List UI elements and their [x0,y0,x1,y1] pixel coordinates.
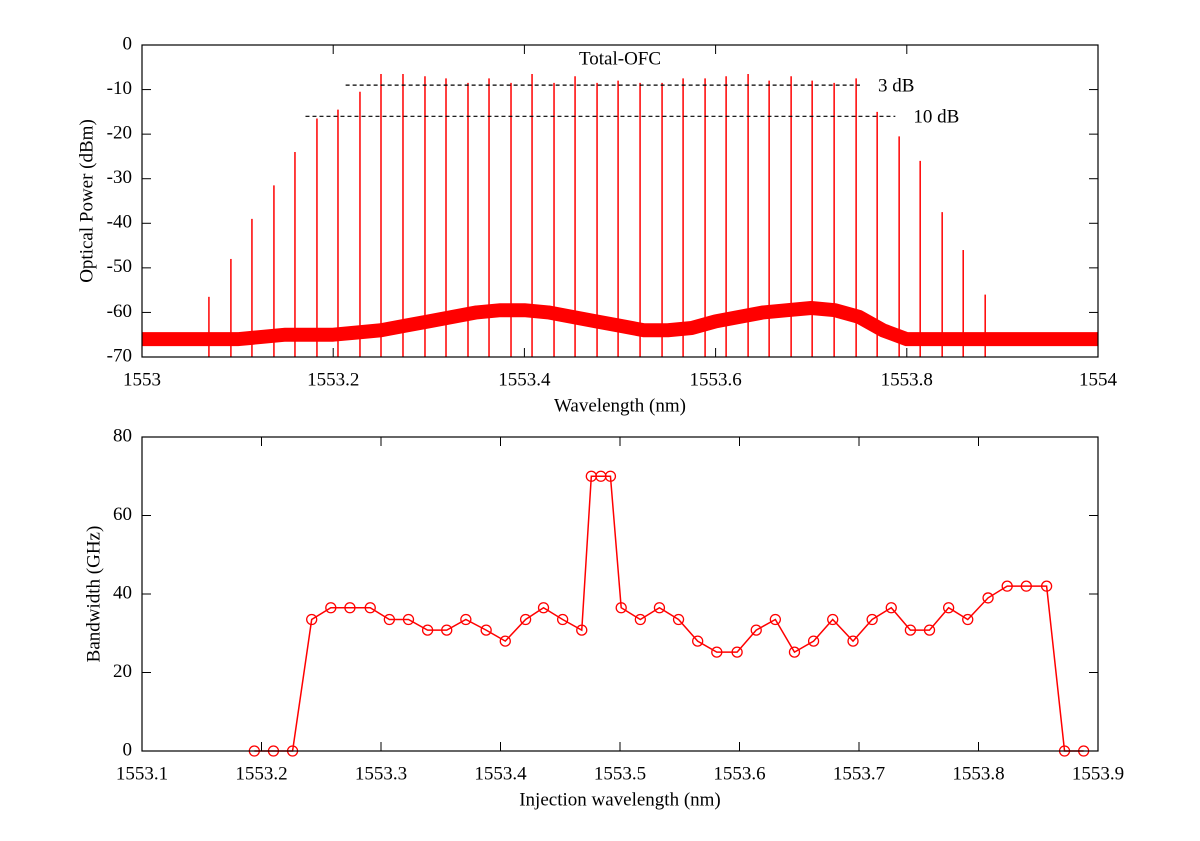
x-tick-label: 1553.2 [235,763,287,784]
data-point [769,613,781,626]
y-tick-label: 20 [113,661,132,682]
y-tick-label: 40 [113,582,132,603]
data-point [556,613,569,626]
data-point [962,613,974,626]
x-tick-label: 1553.2 [307,369,359,390]
y-tick-label: -70 [107,345,132,366]
x-tick-label: 1553.3 [355,763,407,784]
x-tick-label: 1553.7 [833,763,885,784]
data-point [923,624,936,636]
level-label: 10 dB [913,107,959,128]
y-tick-label: -20 [107,123,132,144]
y-tick-label: 60 [113,504,132,525]
data-point [1020,580,1032,592]
data-point [499,635,511,647]
plot-area [142,73,1098,357]
x-tick-label: 1553.5 [594,763,646,784]
data-point [634,613,646,626]
data-point [692,635,704,647]
data-point [364,602,376,614]
data-point [344,602,356,614]
data-point [827,613,839,626]
data-point [982,592,994,604]
data-point [1040,580,1053,592]
x-tick-label: 1553.4 [474,763,527,784]
y-tick-label: 0 [123,739,133,760]
x-tick-label: 1553.8 [881,369,933,390]
x-tick-label: 1553.6 [689,369,741,390]
y-axis-label: Bandwidth (GHz) [83,526,104,663]
data-point [604,470,617,482]
data-point [866,613,878,626]
y-tick-label: -30 [107,167,132,188]
data-point [325,602,337,614]
y-tick-label: -60 [107,301,132,322]
data-point [421,624,434,636]
noise-floor [142,300,1098,347]
data-point [480,624,492,636]
x-tick-label: 1553.9 [1072,763,1124,784]
data-point [788,646,801,658]
data-point [807,635,820,647]
y-tick-label: 0 [123,33,133,54]
x-tick-label: 1553.8 [952,763,1004,784]
data-point [904,624,917,636]
data-point [537,602,550,614]
y-tick-label: -10 [107,78,132,99]
data-point [306,613,318,626]
level-label: 3 dB [878,75,914,96]
data-point [885,602,897,614]
data-point [731,646,743,658]
data-point [519,613,532,626]
y-tick-label: 80 [113,425,132,446]
data-point [672,613,685,626]
y-tick-label: -50 [107,256,132,277]
data-point [942,602,955,614]
data-point [847,635,859,647]
x-tick-label: 1553.4 [498,369,551,390]
data-point [711,646,723,658]
data-point [653,602,666,614]
data-point [615,602,627,614]
y-axis-label: Optical Power (dBm) [76,119,97,283]
data-point [441,624,453,636]
x-tick-label: 1554 [1079,369,1118,390]
axes-box [141,44,1099,358]
y-tick-label: -40 [107,212,132,233]
data-point [402,613,415,626]
data-line [254,475,1084,752]
annotation: Total-OFC [579,48,661,69]
data-point [1001,580,1013,592]
x-axis-label: Injection wavelength (nm) [519,789,721,810]
data-point [576,624,588,636]
x-tick-label: 1553.1 [116,763,168,784]
data-point [460,613,472,626]
data-point [750,624,762,636]
data-point [383,613,396,626]
x-tick-label: 1553 [123,369,161,390]
x-tick-label: 1553.6 [713,763,765,784]
x-axis-label: Wavelength (nm) [554,395,686,416]
